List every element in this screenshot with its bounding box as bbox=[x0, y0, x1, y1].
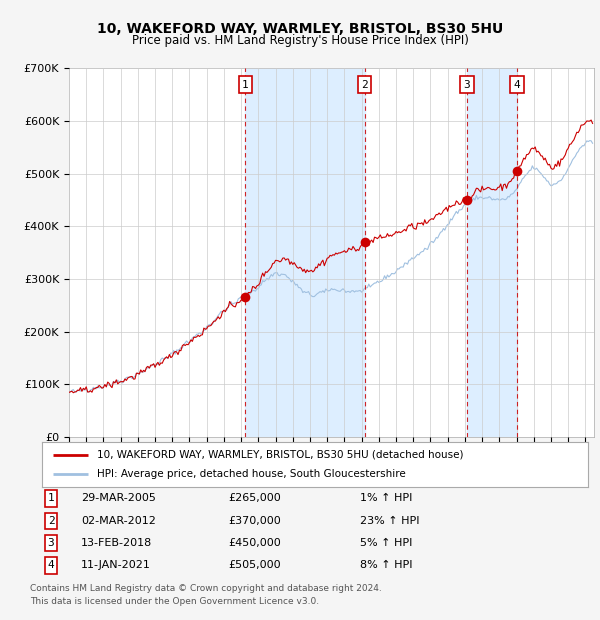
Text: 1% ↑ HPI: 1% ↑ HPI bbox=[360, 494, 412, 503]
Text: 2: 2 bbox=[361, 80, 368, 90]
Text: 29-MAR-2005: 29-MAR-2005 bbox=[81, 494, 156, 503]
Text: £370,000: £370,000 bbox=[228, 516, 281, 526]
Text: 3: 3 bbox=[463, 80, 470, 90]
Text: 1: 1 bbox=[242, 80, 248, 90]
Bar bbox=[245, 68, 365, 437]
Text: 10, WAKEFORD WAY, WARMLEY, BRISTOL, BS30 5HU: 10, WAKEFORD WAY, WARMLEY, BRISTOL, BS30… bbox=[97, 22, 503, 36]
Bar bbox=[467, 68, 517, 437]
Text: 3: 3 bbox=[47, 538, 55, 548]
Text: 4: 4 bbox=[47, 560, 55, 570]
Text: 5% ↑ HPI: 5% ↑ HPI bbox=[360, 538, 412, 548]
Text: 8% ↑ HPI: 8% ↑ HPI bbox=[360, 560, 413, 570]
Text: £505,000: £505,000 bbox=[228, 560, 281, 570]
Text: 13-FEB-2018: 13-FEB-2018 bbox=[81, 538, 152, 548]
Text: £265,000: £265,000 bbox=[228, 494, 281, 503]
Text: Contains HM Land Registry data © Crown copyright and database right 2024.: Contains HM Land Registry data © Crown c… bbox=[30, 584, 382, 593]
Text: This data is licensed under the Open Government Licence v3.0.: This data is licensed under the Open Gov… bbox=[30, 597, 319, 606]
Text: 4: 4 bbox=[514, 80, 520, 90]
Text: £450,000: £450,000 bbox=[228, 538, 281, 548]
Text: 1: 1 bbox=[47, 494, 55, 503]
Text: HPI: Average price, detached house, South Gloucestershire: HPI: Average price, detached house, Sout… bbox=[97, 469, 406, 479]
Text: 23% ↑ HPI: 23% ↑ HPI bbox=[360, 516, 419, 526]
Text: 2: 2 bbox=[47, 516, 55, 526]
Text: 11-JAN-2021: 11-JAN-2021 bbox=[81, 560, 151, 570]
Text: 02-MAR-2012: 02-MAR-2012 bbox=[81, 516, 156, 526]
Text: Price paid vs. HM Land Registry's House Price Index (HPI): Price paid vs. HM Land Registry's House … bbox=[131, 34, 469, 47]
Text: 10, WAKEFORD WAY, WARMLEY, BRISTOL, BS30 5HU (detached house): 10, WAKEFORD WAY, WARMLEY, BRISTOL, BS30… bbox=[97, 450, 463, 459]
